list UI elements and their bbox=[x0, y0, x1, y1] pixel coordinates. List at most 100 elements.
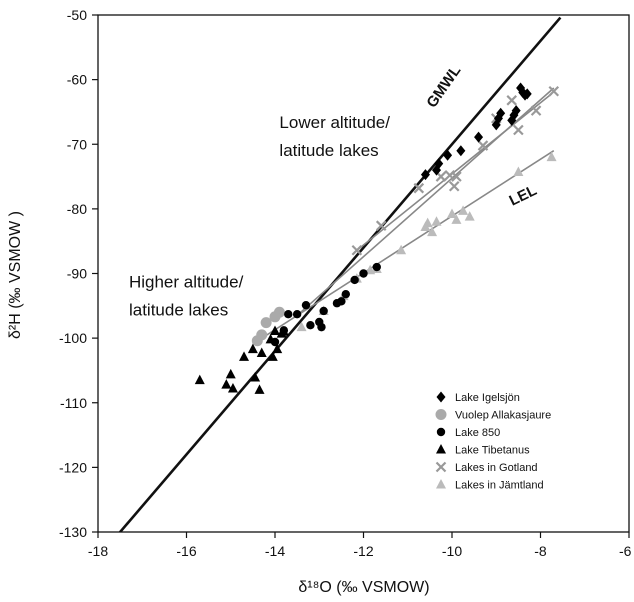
point-lakes-in-gotland-stroke-b bbox=[513, 124, 524, 136]
annotation-text: Higher altitude/ bbox=[129, 273, 244, 292]
point-lakes-in-gotland bbox=[375, 220, 387, 231]
point-lake-850 bbox=[279, 326, 289, 335]
y-tick-label: -110 bbox=[60, 395, 87, 411]
point-lakes-in-gotland bbox=[477, 140, 489, 151]
point-lakes-in-gotland-stroke-b bbox=[375, 220, 387, 231]
x-tick-label: -16 bbox=[176, 543, 196, 559]
point-lakes-in-j-mtland bbox=[546, 151, 557, 162]
line-label-gmwl: GMWL bbox=[423, 62, 464, 111]
point-lake-igelsj-n bbox=[522, 88, 532, 100]
point-lakes-in-gotland-stroke-b bbox=[477, 140, 489, 151]
point-lake-850 bbox=[301, 300, 311, 310]
y-tick-label: -130 bbox=[59, 524, 87, 540]
legend-marker-vuolep-allakasjaure bbox=[435, 409, 447, 420]
legend-marker-lake-850 bbox=[436, 427, 446, 437]
legend-marker-lakes-in-j-mtland bbox=[436, 479, 446, 489]
point-lakes-in-gotland bbox=[444, 169, 456, 181]
legend-label-lake-850: Lake 850 bbox=[455, 427, 500, 439]
point-lakes-in-j-mtland bbox=[296, 321, 307, 332]
point-lakes-in-j-mtland bbox=[365, 264, 376, 275]
point-vuolep-allakasjaure bbox=[269, 311, 281, 323]
point-lakes-in-gotland-stroke-b bbox=[413, 182, 425, 194]
line-fit-high bbox=[294, 87, 555, 319]
annotation-text: latitude lakes bbox=[279, 141, 378, 160]
point-lake-igelsj-n bbox=[491, 119, 501, 131]
x-tick-label: -10 bbox=[442, 543, 462, 559]
x-tick-label: -6 bbox=[619, 543, 632, 559]
point-lake-850 bbox=[332, 299, 342, 308]
point-lakes-in-gotland bbox=[351, 244, 363, 256]
point-lake-tibetanus bbox=[254, 384, 265, 394]
point-lake-850 bbox=[306, 321, 315, 330]
point-lake-tibetanus bbox=[267, 351, 278, 361]
point-lakes-in-j-mtland bbox=[451, 214, 462, 224]
point-lake-igelsj-n bbox=[443, 149, 453, 161]
annotation-text: latitude lakes bbox=[129, 301, 228, 320]
point-vuolep-allakasjaure bbox=[260, 317, 272, 329]
legend-label-lakes-in-j-mtland: Lakes in Jämtland bbox=[455, 480, 544, 492]
point-lakes-in-j-mtland bbox=[420, 221, 431, 231]
point-lakes-in-j-mtland bbox=[427, 226, 438, 237]
point-lake-850 bbox=[292, 310, 302, 319]
y-tick-label: -120 bbox=[59, 459, 87, 475]
point-lake-igelsj-n bbox=[420, 169, 430, 181]
point-lakes-in-gotland-stroke-b bbox=[444, 169, 456, 181]
y-tick-label: -70 bbox=[67, 136, 87, 152]
x-tick-label: -12 bbox=[353, 543, 373, 559]
x-tick-label: -14 bbox=[265, 543, 285, 559]
point-lake-igelsj-n bbox=[474, 131, 484, 143]
line-gmwl bbox=[118, 16, 562, 532]
point-lake-igelsj-n bbox=[456, 145, 466, 157]
point-lakes-in-gotland-stroke-b bbox=[506, 95, 518, 106]
y-tick-label: -50 bbox=[67, 7, 87, 23]
point-lakes-in-gotland-stroke-b bbox=[351, 244, 363, 256]
legend-label-lake-tibetanus: Lake Tibetanus bbox=[455, 445, 530, 457]
legend-marker-lake-igelsj-n bbox=[436, 391, 446, 403]
point-lakes-in-j-mtland bbox=[447, 208, 457, 219]
point-lakes-in-gotland bbox=[548, 85, 560, 97]
point-lake-850 bbox=[372, 262, 381, 272]
legend-label-lake-igelsj-n: Lake Igelsjön bbox=[455, 392, 520, 404]
y-axis-label: δ²H (‰ VSMOW ) bbox=[7, 211, 24, 339]
point-lakes-in-gotland-stroke-b bbox=[530, 105, 542, 116]
data-points bbox=[194, 82, 560, 394]
legend: Lake Igelsjön Vuolep Allakasjaure Lake 850… bbox=[435, 391, 551, 492]
point-lake-tibetanus bbox=[272, 343, 283, 354]
point-lake-tibetanus bbox=[239, 351, 250, 361]
legend-marker-lakes-in-gotland-stroke-b bbox=[435, 461, 447, 473]
y-tick-label: -90 bbox=[67, 266, 87, 282]
point-lake-tibetanus bbox=[247, 343, 258, 354]
point-lake-tibetanus bbox=[225, 368, 236, 379]
point-lakes-in-j-mtland bbox=[513, 166, 524, 177]
x-axis-label: δ¹⁸O (‰ VSMOW) bbox=[298, 579, 429, 596]
point-lake-850 bbox=[341, 289, 350, 299]
point-lakes-in-gotland bbox=[513, 124, 524, 136]
point-lakes-in-j-mtland bbox=[464, 211, 475, 221]
point-lake-igelsj-n bbox=[507, 114, 517, 126]
x-tick-label: -8 bbox=[534, 543, 547, 559]
point-lake-850 bbox=[350, 275, 359, 285]
point-lake-igelsj-n bbox=[511, 105, 521, 117]
x-tick-label: -18 bbox=[88, 543, 108, 559]
point-lake-850 bbox=[284, 310, 293, 319]
annotation-text: Lower altitude/ bbox=[279, 113, 390, 132]
legend-marker-lakes-in-gotland bbox=[435, 461, 447, 473]
point-lake-tibetanus bbox=[250, 372, 261, 382]
point-lake-850 bbox=[315, 317, 324, 327]
y-tick-label: -60 bbox=[67, 72, 87, 88]
point-lakes-in-j-mtland bbox=[458, 205, 469, 215]
point-lake-tibetanus bbox=[270, 325, 280, 336]
point-vuolep-allakasjaure bbox=[251, 335, 263, 347]
point-lake-igelsj-n bbox=[432, 164, 442, 176]
point-lake-tibetanus bbox=[256, 347, 267, 357]
point-lake-tibetanus bbox=[194, 374, 205, 385]
point-lake-850 bbox=[319, 306, 328, 316]
point-lake-850 bbox=[359, 269, 368, 278]
point-lakes-in-gotland bbox=[413, 182, 425, 194]
legend-label-lakes-in-gotland: Lakes in Gotland bbox=[455, 462, 538, 474]
point-lake-tibetanus bbox=[227, 383, 238, 393]
point-lakes-in-j-mtland bbox=[431, 216, 442, 226]
point-lakes-in-j-mtland bbox=[396, 244, 407, 255]
point-lake-tibetanus bbox=[221, 379, 232, 389]
y-tick-label: -100 bbox=[59, 330, 87, 346]
